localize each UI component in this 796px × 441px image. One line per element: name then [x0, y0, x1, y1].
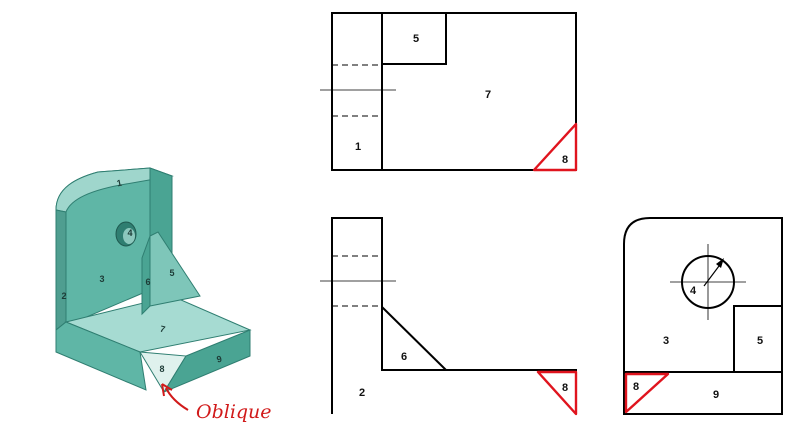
oblique-annotation: Oblique — [161, 383, 272, 423]
iso-label-7: 7 — [159, 324, 166, 335]
front-view-label-2: 2 — [359, 387, 365, 399]
rib-front-face — [149, 231, 201, 307]
front-view-oblique-highlight — [536, 370, 578, 416]
side-view: 4 3 5 8 9 — [623, 217, 783, 415]
annotation-arrow — [165, 387, 189, 411]
annotation-arrowhead — [161, 383, 173, 397]
top-view-label-8: 8 — [562, 154, 568, 166]
iso-label-3: 3 — [99, 274, 104, 284]
front-view-outline — [331, 217, 577, 414]
isometric-part: 1 2 3 4 5 6 7 8 9 — [55, 167, 252, 394]
side-view-rib-outline — [733, 305, 782, 372]
hole-inner — [123, 228, 135, 244]
top-view-label-1: 1 — [355, 141, 361, 153]
iso-label-6: 6 — [145, 277, 150, 287]
base-left-side — [55, 321, 147, 391]
top-view-oblique-highlight — [532, 122, 578, 172]
side-view-radius-arrowhead — [716, 258, 724, 268]
iso-label-2: 2 — [61, 291, 66, 301]
iso-label-5: 5 — [169, 268, 174, 278]
iso-label-4: 4 — [127, 228, 132, 238]
iso-label-9: 9 — [216, 354, 223, 365]
front-view-label-6: 6 — [401, 351, 407, 363]
side-view-label-3: 3 — [663, 335, 669, 347]
iso-label-1: 1 — [116, 178, 123, 189]
top-view-label-5: 5 — [413, 33, 419, 45]
oblique-label: Oblique — [196, 401, 272, 423]
top-view-rib-outline — [382, 13, 447, 65]
top-view-outline — [331, 12, 577, 171]
upright-left-face — [55, 209, 67, 332]
front-view-rib-diagonal — [381, 306, 447, 371]
side-view-label-9: 9 — [713, 389, 719, 401]
top-view-label-7: 7 — [485, 89, 491, 101]
top-view: 5 7 1 8 — [320, 12, 578, 172]
side-view-label-5: 5 — [757, 335, 763, 347]
iso-label-8: 8 — [159, 364, 164, 374]
side-view-label-4: 4 — [690, 285, 697, 297]
base-right-side — [162, 329, 251, 394]
front-view: 6 2 8 — [320, 217, 578, 416]
front-view-label-8: 8 — [562, 382, 568, 394]
side-view-outline — [623, 217, 783, 415]
side-view-oblique-highlight — [624, 372, 670, 414]
side-view-label-8: 8 — [633, 381, 639, 393]
